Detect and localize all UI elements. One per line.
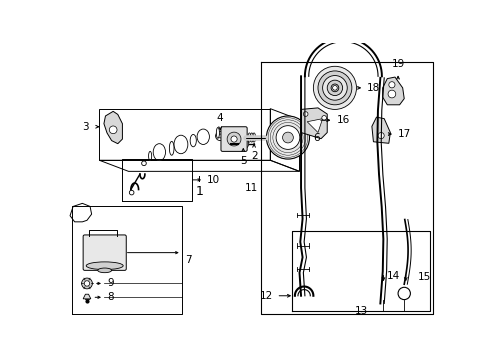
Text: 17: 17 <box>397 129 410 139</box>
Circle shape <box>84 281 89 286</box>
Circle shape <box>226 132 241 146</box>
Text: 1: 1 <box>195 185 203 198</box>
Ellipse shape <box>153 144 165 161</box>
Polygon shape <box>382 77 404 105</box>
Polygon shape <box>371 117 389 143</box>
Circle shape <box>266 116 309 159</box>
Text: 13: 13 <box>354 306 367 316</box>
Text: 6: 6 <box>313 132 319 143</box>
Circle shape <box>142 161 146 166</box>
Text: 11: 11 <box>244 183 257 193</box>
Circle shape <box>330 84 338 92</box>
Text: 15: 15 <box>417 271 430 282</box>
Ellipse shape <box>148 152 151 161</box>
Ellipse shape <box>197 129 209 144</box>
Circle shape <box>322 76 346 100</box>
Text: 14: 14 <box>386 271 399 281</box>
Ellipse shape <box>247 133 250 142</box>
Ellipse shape <box>252 133 255 142</box>
Polygon shape <box>301 108 326 139</box>
Text: 4: 4 <box>217 113 223 123</box>
Text: 2: 2 <box>250 152 257 161</box>
Ellipse shape <box>216 127 219 138</box>
Circle shape <box>317 71 351 105</box>
Ellipse shape <box>174 135 187 154</box>
Polygon shape <box>306 119 322 132</box>
Text: 5: 5 <box>240 156 246 166</box>
Circle shape <box>129 190 134 195</box>
Polygon shape <box>83 294 91 299</box>
Circle shape <box>81 278 92 289</box>
Circle shape <box>282 132 293 143</box>
Text: 19: 19 <box>390 59 404 69</box>
Ellipse shape <box>250 133 253 142</box>
Circle shape <box>321 116 326 120</box>
Circle shape <box>332 86 337 90</box>
Text: 10: 10 <box>207 175 220 185</box>
Ellipse shape <box>98 268 111 273</box>
Circle shape <box>276 126 299 149</box>
Text: 16: 16 <box>336 115 349 125</box>
Circle shape <box>388 82 394 88</box>
Circle shape <box>326 80 342 95</box>
Text: 7: 7 <box>185 255 192 265</box>
FancyBboxPatch shape <box>221 127 246 152</box>
Circle shape <box>387 90 395 98</box>
Circle shape <box>303 112 307 116</box>
Text: 3: 3 <box>81 122 88 132</box>
Circle shape <box>377 132 384 139</box>
Ellipse shape <box>169 141 174 155</box>
Circle shape <box>109 126 117 134</box>
Text: 18: 18 <box>366 83 380 93</box>
Circle shape <box>313 66 356 109</box>
Text: 12: 12 <box>260 291 273 301</box>
Text: 8: 8 <box>107 292 113 302</box>
Ellipse shape <box>86 262 123 270</box>
Ellipse shape <box>190 134 196 147</box>
Circle shape <box>230 136 237 142</box>
Text: 9: 9 <box>107 278 113 288</box>
Polygon shape <box>104 111 122 144</box>
FancyBboxPatch shape <box>83 235 126 270</box>
